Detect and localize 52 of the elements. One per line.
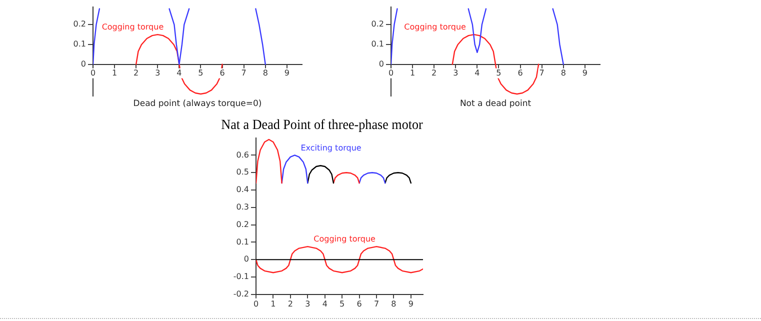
x-tick-label: 2 (134, 68, 139, 78)
y-tick-label: 0.4 (236, 185, 249, 194)
y-tick-label: -0.2 (233, 289, 249, 298)
y-tick-label: 0 (378, 59, 384, 68)
y-tick-label: 0 (80, 59, 86, 68)
x-tick-label: 5 (340, 299, 345, 308)
x-tick-label: 5 (198, 68, 204, 78)
y-tick-label: 0.1 (73, 40, 86, 49)
x-tick-label: 8 (262, 68, 268, 78)
x-tick-label: 6 (356, 299, 362, 308)
series-label: Exciting torque (300, 143, 362, 152)
x-tick-label: 8 (391, 299, 396, 308)
x-tick-label: 3 (155, 68, 160, 78)
x-axis-title: Not a dead point (460, 98, 532, 109)
x-tick-label: 0 (253, 299, 259, 308)
x-tick-label: 4 (322, 299, 328, 308)
x-tick-label: 7 (539, 68, 544, 78)
x-tick-label: 3 (305, 299, 310, 308)
y-tick-label: 0 (244, 254, 249, 264)
y-tick-label: 0.2 (73, 20, 86, 29)
x-tick-label: 5 (496, 68, 502, 78)
y-tick-label: 0.1 (236, 237, 249, 246)
y-tick-label: -0.1 (233, 272, 249, 282)
x-tick-label: 0 (90, 68, 96, 78)
x-tick-label: 3 (453, 68, 458, 78)
x-tick-label: 4 (176, 68, 182, 78)
x-axis-title: Dead point (always torque=0) (133, 98, 262, 109)
x-tick-label: 1 (270, 299, 276, 308)
y-tick-label: 0.1 (371, 40, 384, 49)
chart-title: Nat a Dead Point of three-phase motor (221, 116, 424, 132)
x-tick-label: 9 (284, 68, 290, 78)
y-tick-label: 0.2 (371, 20, 384, 29)
y-tick-label: 0.5 (236, 168, 249, 177)
y-tick-label: 0.6 (236, 150, 249, 160)
x-tick-label: 7 (241, 68, 246, 78)
x-tick-label: 2 (288, 299, 293, 308)
x-tick-label: 6 (220, 68, 225, 78)
series-label: Cogging torque (102, 22, 164, 32)
x-tick-label: 1 (112, 68, 118, 78)
x-tick-label: 7 (374, 299, 380, 308)
y-tick-label: 0.2 (236, 220, 249, 229)
x-tick-label: 8 (560, 68, 566, 78)
x-tick-label: 0 (388, 68, 394, 78)
series-label: Cogging torque (404, 22, 466, 32)
x-tick-label: 9 (582, 68, 588, 78)
x-tick-label: 1 (410, 68, 416, 78)
x-tick-label: 6 (518, 68, 523, 78)
y-tick-label: 0.3 (236, 202, 249, 212)
series-label: Cogging torque (314, 234, 376, 244)
x-tick-label: 2 (432, 68, 437, 78)
x-tick-label: 9 (408, 299, 414, 308)
x-tick-label: 4 (474, 68, 480, 78)
